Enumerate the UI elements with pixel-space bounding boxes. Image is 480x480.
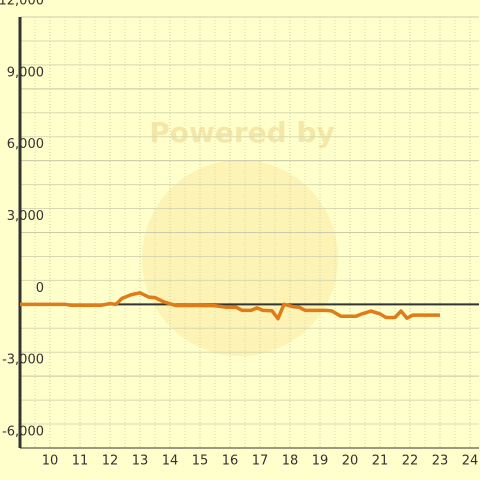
y-tick-label: 9,000 [7, 65, 44, 80]
x-tick-label: 24 [462, 454, 479, 469]
x-tick-label: 22 [402, 454, 419, 469]
x-tick-label: 12 [102, 454, 119, 469]
y-tick-label: -6,000 [2, 425, 44, 440]
watermark: Powered by [149, 116, 335, 149]
y-tick-label: -3,000 [2, 353, 44, 368]
y-tick-label: 0 [36, 281, 44, 296]
x-tick-label: 13 [132, 454, 149, 469]
x-tick-label: 14 [162, 454, 179, 469]
x-tick-label: 16 [222, 454, 239, 469]
watermark-logo [142, 160, 338, 356]
x-tick-label: 20 [342, 454, 359, 469]
y-tick-label: 12,000 [0, 0, 44, 9]
x-tick-label: 18 [282, 454, 299, 469]
x-tick-label: 21 [372, 454, 389, 469]
x-tick-label: 15 [192, 454, 209, 469]
x-tick-label: 19 [312, 454, 329, 469]
x-tick-label: 11 [72, 454, 89, 469]
data-line [20, 291, 440, 321]
x-tick-label: 10 [42, 454, 59, 469]
y-tick-label: 3,000 [7, 209, 44, 224]
x-tick-label: 23 [432, 454, 449, 469]
y-tick-label: 6,000 [7, 137, 44, 152]
x-tick-label: 17 [252, 454, 269, 469]
